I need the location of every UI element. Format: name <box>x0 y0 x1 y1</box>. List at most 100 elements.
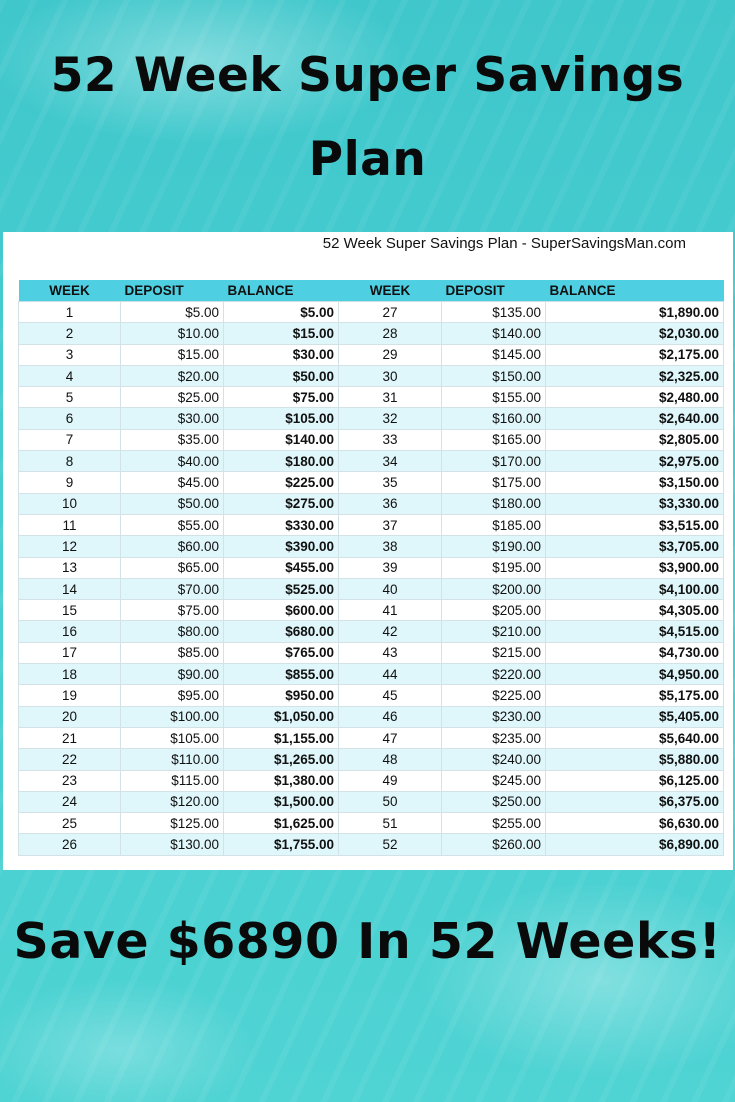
balance-cell: $950.00 <box>223 684 339 707</box>
week-cell: 41 <box>338 599 442 622</box>
balance-cell: $5,880.00 <box>545 748 724 771</box>
balance-cell: $5,640.00 <box>545 727 724 750</box>
column-header-deposit-2: DEPOSIT <box>441 280 546 302</box>
table-row: 24 $120.00 $1,500.00 50 $250.00 $6,375.00 <box>18 791 724 814</box>
footer-tagline: Save $6890 In 52 Weeks! <box>13 913 722 970</box>
deposit-cell: $220.00 <box>441 663 546 686</box>
table-row: 15 $75.00 $600.00 41 $205.00 $4,305.00 <box>18 599 724 622</box>
week-cell: 45 <box>338 684 442 707</box>
table-row: 22 $110.00 $1,265.00 48 $240.00 $5,880.00 <box>18 748 724 771</box>
balance-cell: $765.00 <box>223 642 339 665</box>
week-cell: 32 <box>338 407 442 430</box>
table-row: 23 $115.00 $1,380.00 49 $245.00 $6,125.00 <box>18 770 724 792</box>
balance-cell: $1,155.00 <box>223 727 339 750</box>
table-row: 10 $50.00 $275.00 36 $180.00 $3,330.00 <box>18 493 724 515</box>
week-cell: 6 <box>18 407 121 430</box>
table-row: 17 $85.00 $765.00 43 $215.00 $4,730.00 <box>18 642 724 665</box>
table-row: 14 $70.00 $525.00 40 $200.00 $4,100.00 <box>18 578 724 601</box>
week-cell: 43 <box>338 642 442 665</box>
balance-cell: $330.00 <box>223 514 339 537</box>
balance-cell: $75.00 <box>223 386 339 409</box>
balance-cell: $6,890.00 <box>545 833 724 856</box>
table-row: 8 $40.00 $180.00 34 $170.00 $2,975.00 <box>18 450 724 473</box>
deposit-cell: $195.00 <box>441 557 546 579</box>
week-cell: 24 <box>18 791 121 814</box>
week-cell: 39 <box>338 557 442 579</box>
week-cell: 2 <box>18 322 121 345</box>
week-cell: 42 <box>338 620 442 643</box>
table-row: 19 $95.00 $950.00 45 $225.00 $5,175.00 <box>18 684 724 707</box>
balance-cell: $275.00 <box>223 493 339 515</box>
balance-cell: $3,330.00 <box>545 493 724 515</box>
column-header-deposit: DEPOSIT <box>120 280 224 302</box>
deposit-cell: $120.00 <box>120 791 224 814</box>
table-row: 2 $10.00 $15.00 28 $140.00 $2,030.00 <box>18 322 724 345</box>
week-cell: 18 <box>18 663 121 686</box>
table-row: 4 $20.00 $50.00 30 $150.00 $2,325.00 <box>18 365 724 388</box>
column-header-balance: BALANCE <box>223 280 339 302</box>
deposit-cell: $245.00 <box>441 770 546 792</box>
deposit-cell: $15.00 <box>120 344 224 366</box>
deposit-cell: $260.00 <box>441 833 546 856</box>
deposit-cell: $50.00 <box>120 493 224 515</box>
week-cell: 50 <box>338 791 442 814</box>
week-cell: 25 <box>18 812 121 835</box>
week-cell: 44 <box>338 663 442 686</box>
balance-cell: $3,705.00 <box>545 535 724 558</box>
balance-cell: $15.00 <box>223 322 339 345</box>
balance-cell: $2,805.00 <box>545 429 724 452</box>
week-cell: 31 <box>338 386 442 409</box>
balance-cell: $3,150.00 <box>545 471 724 494</box>
balance-cell: $4,730.00 <box>545 642 724 665</box>
savings-table-panel: 52 Week Super Savings Plan - SuperSaving… <box>3 232 733 870</box>
balance-cell: $2,480.00 <box>545 386 724 409</box>
week-cell: 40 <box>338 578 442 601</box>
table-row: 21 $105.00 $1,155.00 47 $235.00 $5,640.00 <box>18 727 724 750</box>
headline-title-line2: Plan <box>308 132 427 187</box>
week-cell: 28 <box>338 322 442 345</box>
balance-cell: $1,890.00 <box>545 301 724 324</box>
table-row: 12 $60.00 $390.00 38 $190.00 $3,705.00 <box>18 535 724 558</box>
balance-cell: $525.00 <box>223 578 339 601</box>
deposit-cell: $205.00 <box>441 599 546 622</box>
balance-cell: $50.00 <box>223 365 339 388</box>
balance-cell: $2,975.00 <box>545 450 724 473</box>
balance-cell: $855.00 <box>223 663 339 686</box>
week-cell: 21 <box>18 727 121 750</box>
balance-cell: $3,515.00 <box>545 514 724 537</box>
week-cell: 37 <box>338 514 442 537</box>
week-cell: 26 <box>18 833 121 856</box>
column-header-balance-2: BALANCE <box>545 280 724 302</box>
headline-title-line1: 52 Week Super Savings <box>50 48 685 103</box>
deposit-cell: $185.00 <box>441 514 546 537</box>
table-row: 5 $25.00 $75.00 31 $155.00 $2,480.00 <box>18 386 724 409</box>
deposit-cell: $150.00 <box>441 365 546 388</box>
deposit-cell: $235.00 <box>441 727 546 750</box>
deposit-cell: $230.00 <box>441 706 546 728</box>
balance-cell: $4,305.00 <box>545 599 724 622</box>
week-cell: 10 <box>18 493 121 515</box>
deposit-cell: $190.00 <box>441 535 546 558</box>
week-cell: 4 <box>18 365 121 388</box>
week-cell: 46 <box>338 706 442 728</box>
balance-cell: $2,175.00 <box>545 344 724 366</box>
week-cell: 36 <box>338 493 442 515</box>
balance-cell: $5,175.00 <box>545 684 724 707</box>
deposit-cell: $5.00 <box>120 301 224 324</box>
table-row: 26 $130.00 $1,755.00 52 $260.00 $6,890.00 <box>18 833 724 856</box>
week-cell: 49 <box>338 770 442 792</box>
week-cell: 1 <box>18 301 121 324</box>
table-row: 9 $45.00 $225.00 35 $175.00 $3,150.00 <box>18 471 724 494</box>
balance-cell: $225.00 <box>223 471 339 494</box>
week-cell: 12 <box>18 535 121 558</box>
balance-cell: $2,325.00 <box>545 365 724 388</box>
deposit-cell: $200.00 <box>441 578 546 601</box>
balance-cell: $2,640.00 <box>545 407 724 430</box>
deposit-cell: $105.00 <box>120 727 224 750</box>
table-row: 25 $125.00 $1,625.00 51 $255.00 $6,630.00 <box>18 812 724 835</box>
balance-cell: $4,950.00 <box>545 663 724 686</box>
week-cell: 27 <box>338 301 442 324</box>
balance-cell: $180.00 <box>223 450 339 473</box>
balance-cell: $105.00 <box>223 407 339 430</box>
table-subtitle: 52 Week Super Savings Plan - SuperSaving… <box>322 235 686 252</box>
